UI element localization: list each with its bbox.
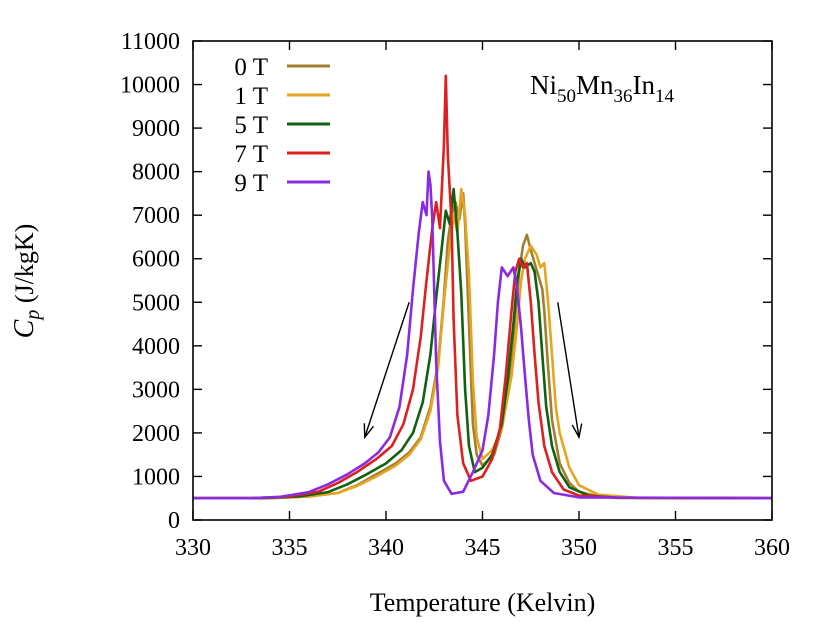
ticks-layer: 330 335 340 345 350 355 360 0 1000 2000 3000 4000 50… — [120, 29, 790, 561]
series-line-1-t — [193, 187, 773, 500]
y-tick-label: 9000 — [132, 116, 180, 142]
legend-label: 1 T — [234, 83, 268, 110]
y-tick-label: 11000 — [121, 29, 180, 55]
trend-arrow — [364, 302, 410, 438]
y-tick-label: 6000 — [132, 247, 180, 273]
y-tick-label: 1000 — [132, 464, 180, 490]
trend-arrow — [557, 302, 580, 438]
y-axis-title-units: (J/kgK) — [10, 224, 39, 310]
legend-label: 5 T — [234, 112, 268, 139]
x-tick-label: 355 — [658, 535, 694, 561]
trend-arrow-head — [571, 423, 583, 440]
y-tick-label: 7000 — [132, 203, 180, 229]
x-tick-label: 340 — [368, 535, 404, 561]
legend: 0 T1 T5 T7 T9 T — [234, 54, 330, 197]
trend-arrow-head — [363, 423, 374, 440]
y-tick-label: 3000 — [132, 377, 180, 403]
formula-element: In — [633, 70, 656, 100]
y-axis-title-subscript: p — [22, 310, 44, 322]
y-tick-label: 10000 — [120, 73, 180, 99]
y-axis-title: Cp (J/kgK) — [9, 224, 44, 339]
y-tick-label: 0 — [168, 508, 180, 534]
formula-subscript: 50 — [557, 86, 576, 107]
x-tick-label: 335 — [272, 535, 308, 561]
y-tick-label: 8000 — [132, 160, 180, 186]
formula-subscript: 36 — [614, 86, 633, 107]
series-layer — [193, 74, 773, 500]
y-axis-title-symbol: C — [9, 319, 40, 338]
series-line-0-t — [193, 192, 773, 500]
legend-label: 0 T — [234, 54, 268, 81]
legend-label: 7 T — [234, 141, 268, 168]
formula-element: Ni — [530, 70, 557, 100]
x-tick-label: 330 — [175, 535, 211, 561]
compound-formula: Ni50Mn36In14 — [530, 70, 675, 107]
x-tick-label: 360 — [754, 535, 790, 561]
y-tick-label: 2000 — [132, 421, 180, 447]
formula-element: Mn — [576, 70, 614, 100]
formula-subscript: 14 — [655, 86, 675, 107]
series-line-9-t — [193, 170, 773, 500]
arrows-layer — [363, 302, 583, 440]
y-tick-label: 4000 — [132, 334, 180, 360]
series-line-5-t — [193, 187, 773, 500]
x-tick-label: 345 — [465, 535, 501, 561]
y-tick-label: 5000 — [132, 290, 180, 316]
series-line-7-t — [193, 74, 773, 500]
x-tick-label: 350 — [561, 535, 597, 561]
legend-label: 9 T — [234, 170, 268, 197]
x-axis-title: Temperature (Kelvin) — [370, 588, 596, 617]
